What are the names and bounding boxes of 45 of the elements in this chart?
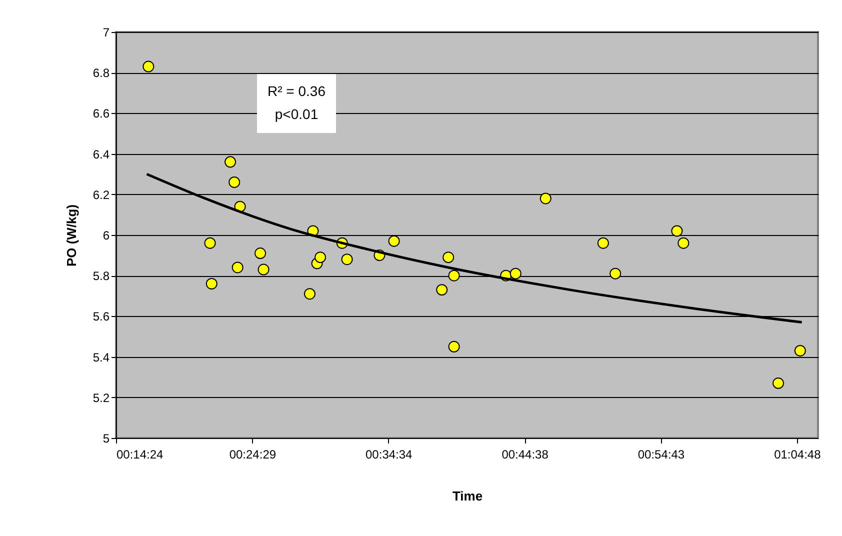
point xyxy=(228,176,240,188)
y-tick-label: 6.8 xyxy=(92,66,110,80)
point xyxy=(254,248,266,260)
y-tick-label: 6.6 xyxy=(92,106,110,121)
y-tick-label: 5.4 xyxy=(92,350,110,364)
y-axis-title: PO (W/kg) xyxy=(64,204,79,267)
y-tick-label: 5.2 xyxy=(92,390,110,405)
x-tick-label: 00:54:43 xyxy=(638,448,685,462)
y-tick-label: 5.8 xyxy=(92,269,110,284)
x-tick-label: 00:44:38 xyxy=(502,448,549,462)
x-tick-label: 00:24:29 xyxy=(229,448,276,462)
y-tick-label: 5 xyxy=(102,432,110,446)
point xyxy=(597,237,609,249)
y-tick-label: 6.2 xyxy=(92,188,110,202)
x-tick-label: 00:14:24 xyxy=(116,448,164,462)
x-tick-label: 01:04:48 xyxy=(774,448,822,462)
point xyxy=(678,237,690,249)
annotation: p<0.01 xyxy=(274,106,318,122)
point xyxy=(540,192,552,204)
point xyxy=(314,252,326,264)
y-tick-label: 6 xyxy=(102,228,110,242)
point xyxy=(258,264,270,276)
point xyxy=(442,252,454,264)
x-axis-title: Time xyxy=(452,488,483,504)
x-tick-label: 00:34:34 xyxy=(366,448,413,462)
point xyxy=(206,278,218,290)
point xyxy=(772,377,784,389)
point xyxy=(671,225,683,237)
point xyxy=(436,284,448,296)
point xyxy=(304,288,316,300)
point xyxy=(142,60,154,72)
point xyxy=(794,344,806,356)
point xyxy=(204,237,216,249)
y-tick-label: 5.6 xyxy=(92,310,110,324)
point xyxy=(232,262,244,274)
point xyxy=(448,270,460,282)
point xyxy=(610,268,622,280)
point xyxy=(448,340,460,352)
point xyxy=(388,235,400,247)
point xyxy=(510,268,522,280)
point xyxy=(224,156,236,168)
annotation: R² = 0.36 xyxy=(268,83,326,99)
y-tick-label: 6.4 xyxy=(92,147,110,162)
y-tick-label: 7 xyxy=(102,26,110,40)
point xyxy=(341,254,353,266)
